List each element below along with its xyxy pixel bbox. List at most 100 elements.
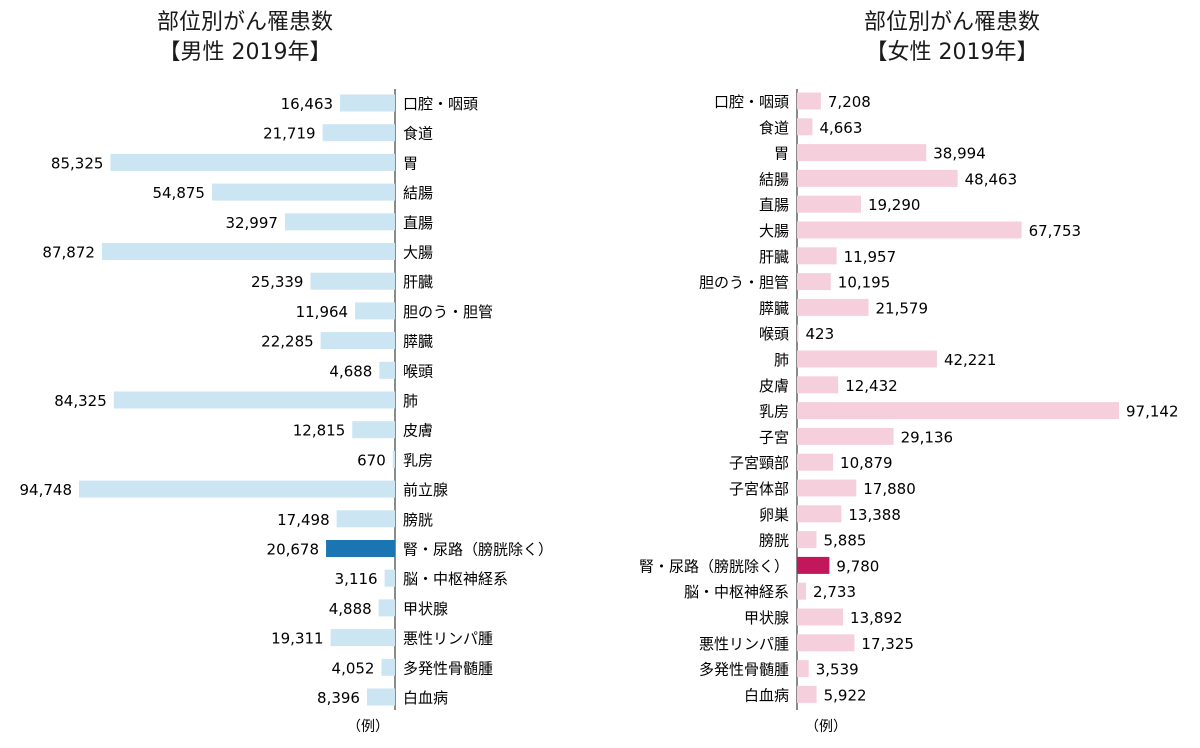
female-category-label: 口腔・咽頭 bbox=[714, 93, 789, 111]
male-bar bbox=[352, 421, 395, 439]
male-bar-chart: 16,463 口腔・咽頭 21,719 食道 85,325 胃 54,875 結腸 32,997… bbox=[20, 89, 553, 735]
female-value-label: 7,208 bbox=[828, 93, 871, 111]
female-category-label: 直腸 bbox=[759, 196, 789, 214]
male-category-label: 直腸 bbox=[403, 214, 433, 232]
male-bar bbox=[320, 332, 395, 350]
male-category-label: 大腸 bbox=[403, 244, 433, 262]
female-bar bbox=[797, 453, 834, 471]
female-bar bbox=[797, 505, 842, 523]
male-category-label: 乳房 bbox=[403, 451, 433, 469]
female-category-label: 胆のう・胆管 bbox=[699, 274, 789, 292]
male-category-label: 喉頭 bbox=[403, 362, 433, 380]
male-bar bbox=[330, 629, 395, 647]
female-bar bbox=[797, 685, 817, 703]
male-bar bbox=[392, 450, 395, 468]
female-value-label: 38,994 bbox=[933, 145, 986, 163]
male-category-label: 胆のう・胆管 bbox=[403, 303, 493, 321]
female-value-label: 10,879 bbox=[840, 454, 893, 472]
female-value-label: 12,432 bbox=[845, 377, 898, 395]
male-bar bbox=[326, 540, 395, 557]
male-value-label: 4,688 bbox=[329, 362, 372, 380]
female-footnote: （例） bbox=[805, 719, 847, 735]
female-title-line1: 部位別がん罹患数 bbox=[863, 10, 1040, 35]
female-category-label: 子宮頸部 bbox=[729, 454, 789, 472]
male-category-label: 口腔・咽頭 bbox=[403, 95, 478, 113]
female-bar bbox=[797, 634, 855, 652]
male-category-label: 白血病 bbox=[403, 689, 448, 707]
male-bar bbox=[284, 213, 395, 231]
female-bar bbox=[797, 402, 1119, 420]
female-bar bbox=[797, 221, 1022, 239]
female-bar bbox=[797, 556, 830, 574]
male-bar bbox=[379, 361, 395, 379]
female-category-label: 子宮 bbox=[759, 428, 789, 446]
male-value-label: 12,815 bbox=[293, 422, 346, 440]
female-category-label: 子宮体部 bbox=[729, 480, 789, 498]
male-value-label: 3,116 bbox=[335, 570, 378, 588]
female-value-label: 29,136 bbox=[901, 428, 954, 446]
male-footnote: （例） bbox=[347, 719, 389, 735]
male-value-label: 85,325 bbox=[51, 154, 104, 172]
female-category-label: 肝臓 bbox=[759, 248, 789, 266]
female-value-label: 13,892 bbox=[850, 609, 903, 627]
female-category-label: 膀胱 bbox=[759, 532, 789, 550]
male-bar bbox=[378, 599, 395, 617]
male-category-label: 皮膚 bbox=[403, 422, 433, 440]
female-bar bbox=[797, 660, 809, 678]
male-value-label: 32,997 bbox=[225, 214, 278, 232]
male-value-label: 87,872 bbox=[42, 244, 95, 262]
male-bar bbox=[336, 510, 395, 528]
female-category-label: 結腸 bbox=[759, 170, 789, 188]
male-category-label: 腎・尿路（膀胱除く） bbox=[403, 541, 553, 559]
female-bar bbox=[797, 195, 861, 213]
female-category-label: 肺 bbox=[774, 351, 789, 369]
female-bar bbox=[797, 118, 813, 136]
female-category-label: 大腸 bbox=[759, 222, 789, 240]
male-value-label: 94,748 bbox=[20, 481, 73, 499]
female-bar bbox=[797, 350, 937, 368]
male-bar bbox=[340, 94, 395, 112]
male-bar bbox=[101, 243, 395, 260]
male-value-label: 4,888 bbox=[329, 600, 372, 618]
female-category-label: 乳房 bbox=[759, 403, 789, 421]
female-category-label: 脳・中枢神経系 bbox=[684, 583, 789, 601]
female-bar bbox=[797, 531, 817, 549]
female-bar-chart: 7,208 口腔・咽頭 4,663 食道 38,994 胃 48,463 結腸 19,290 直腸… bbox=[639, 89, 1179, 735]
male-value-label: 8,396 bbox=[317, 689, 360, 707]
female-bar bbox=[797, 144, 927, 162]
male-category-label: 膀胱 bbox=[403, 511, 433, 529]
male-value-label: 670 bbox=[357, 451, 386, 469]
male-category-label: 多発性骨髄腫 bbox=[403, 659, 493, 677]
female-category-label: 腎・尿路（膀胱除く） bbox=[639, 557, 789, 575]
female-value-label: 3,539 bbox=[816, 661, 859, 679]
female-value-label: 2,733 bbox=[813, 583, 856, 601]
female-bar bbox=[797, 92, 821, 110]
female-value-label: 97,142 bbox=[1126, 403, 1179, 421]
female-value-label: 13,388 bbox=[848, 506, 901, 524]
female-category-label: 卵巣 bbox=[759, 506, 789, 524]
male-category-label: 胃 bbox=[403, 154, 418, 172]
female-bar bbox=[797, 376, 839, 394]
female-bar bbox=[797, 582, 807, 600]
male-bar bbox=[113, 391, 396, 409]
female-category-label: 胃 bbox=[774, 145, 789, 163]
male-value-label: 4,052 bbox=[332, 659, 375, 677]
female-category-label: 多発性骨髄腫 bbox=[699, 661, 789, 679]
male-category-label: 肺 bbox=[403, 392, 418, 410]
male-value-label: 21,719 bbox=[263, 125, 316, 143]
female-value-label: 5,885 bbox=[824, 532, 867, 550]
female-value-label: 17,325 bbox=[861, 635, 914, 653]
male-bar bbox=[381, 658, 395, 676]
female-category-label: 皮膚 bbox=[759, 377, 789, 395]
female-category-label: 悪性リンパ腫 bbox=[699, 635, 789, 653]
female-category-label: 甲状腺 bbox=[744, 609, 789, 627]
male-value-label: 84,325 bbox=[54, 392, 107, 410]
male-title-line2: 【男性 2019年】 bbox=[158, 40, 332, 65]
female-value-label: 19,290 bbox=[868, 196, 921, 214]
female-bar bbox=[797, 427, 894, 445]
female-value-label: 42,221 bbox=[944, 351, 997, 369]
female-bar bbox=[797, 273, 831, 291]
male-bar bbox=[355, 302, 395, 320]
female-value-label: 423 bbox=[806, 325, 835, 343]
